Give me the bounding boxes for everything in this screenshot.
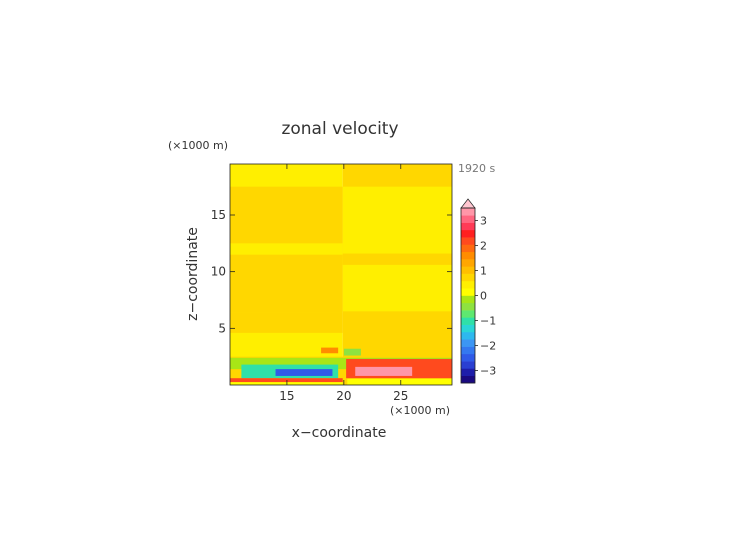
- field-region-6: [342, 253, 452, 265]
- colorbar-tick-label-4: −1: [480, 315, 496, 328]
- colorbar-swatch-3: [461, 353, 475, 362]
- colorbar-tick-label-1: 2: [480, 240, 487, 253]
- colorbar-swatch-4: [461, 346, 475, 355]
- y-tick-label-5: 5: [218, 321, 226, 335]
- colorbar-swatch-13: [461, 280, 475, 289]
- plot-area: [230, 164, 452, 385]
- colorbar-swatch-10: [461, 302, 475, 311]
- colorbar-tick-label-6: −3: [480, 365, 496, 378]
- x-axis-label: x−coordinate: [292, 425, 387, 441]
- colorbar-swatch-15: [461, 266, 475, 274]
- colorbar-swatch-18: [461, 244, 475, 253]
- colorbar-tick-label-0: 3: [480, 215, 487, 228]
- field-region-10: [275, 369, 333, 376]
- colorbar-swatch-9: [461, 310, 475, 318]
- plot-frame: [229, 163, 453, 386]
- field-region-15: [347, 378, 452, 385]
- field-region-5: [342, 186, 452, 312]
- colorbar-swatch-7: [461, 324, 475, 333]
- colorbar-swatch-1: [461, 368, 475, 377]
- field-region-16: [343, 348, 361, 356]
- colorbar-swatch-0: [461, 375, 475, 384]
- colorbar-tick-label-2: 1: [480, 265, 487, 278]
- colorbar-swatch-22: [461, 215, 475, 223]
- colorbar-swatch-19: [461, 237, 475, 245]
- x-tick-label-15: 15: [279, 389, 294, 403]
- y-tick-label-15: 15: [211, 208, 226, 222]
- colorbar-swatch-2: [461, 361, 475, 369]
- field-region-11: [230, 378, 343, 383]
- time-label: 1920 s: [458, 162, 495, 175]
- colorbar-swatch-17: [461, 251, 475, 260]
- colorbar-swatch-12: [461, 288, 475, 296]
- colorbar: 3 2 1 0 −1 −2 −3: [460, 198, 496, 384]
- colorbar-tick-label-5: −2: [480, 340, 496, 353]
- field-region-17: [321, 347, 339, 354]
- y-unit-label: (×1000 m): [168, 139, 228, 152]
- x-tick-label-25: 25: [393, 389, 408, 403]
- axis-ticks: 15 20 25 5 10 15: [211, 164, 452, 403]
- y-axis-label: z−coordinate: [185, 227, 201, 321]
- colorbar-swatch-11: [461, 295, 475, 304]
- colorbar-swatch-8: [461, 317, 475, 325]
- field-region-8: [230, 357, 452, 370]
- colorbar-swatch-5: [461, 339, 475, 347]
- colorbar-tick-label-3: 0: [480, 290, 487, 303]
- y-tick-label-10: 10: [211, 265, 226, 279]
- colorbar-swatch-16: [461, 259, 475, 267]
- colorbar-extend-max: [460, 198, 476, 209]
- colorbar-swatch-23: [461, 208, 475, 216]
- field-region-3: [230, 312, 343, 333]
- field-region-12: [230, 382, 343, 385]
- colorbar-swatch-21: [461, 222, 475, 231]
- field-region-4: [230, 243, 343, 255]
- colorbar-swatch-6: [461, 331, 475, 340]
- colorbar-swatch-20: [461, 229, 475, 238]
- field-region-14: [355, 366, 413, 376]
- chart-title: zonal velocity: [281, 119, 398, 139]
- x-tick-label-20: 20: [336, 389, 351, 403]
- x-unit-label: (×1000 m): [390, 404, 450, 417]
- colorbar-swatch-14: [461, 273, 475, 282]
